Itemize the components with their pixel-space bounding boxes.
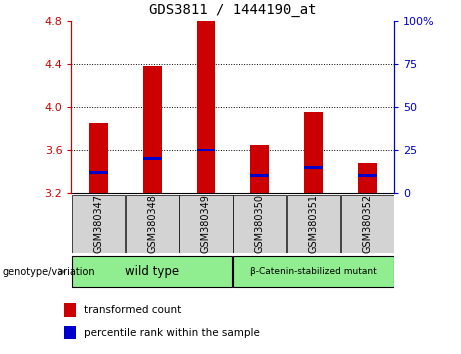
Bar	[179, 195, 232, 252]
Bar	[287, 195, 340, 252]
Bar	[125, 195, 179, 252]
Bar	[72, 256, 232, 287]
Bar	[304, 113, 323, 193]
Text: GSM380351: GSM380351	[308, 194, 319, 253]
Text: wild type: wild type	[125, 265, 179, 278]
Bar	[64, 303, 76, 317]
Text: β-Catenin-stabilized mutant: β-Catenin-stabilized mutant	[250, 267, 377, 276]
Bar	[89, 123, 108, 193]
Bar	[143, 157, 161, 160]
Title: GDS3811 / 1444190_at: GDS3811 / 1444190_at	[149, 4, 317, 17]
Bar	[233, 256, 394, 287]
Bar	[341, 195, 394, 252]
Text: genotype/variation: genotype/variation	[2, 267, 95, 277]
Bar	[89, 171, 108, 174]
Bar	[250, 145, 269, 193]
Text: GSM380347: GSM380347	[93, 194, 103, 253]
Bar	[64, 326, 76, 339]
Bar	[250, 175, 269, 177]
Text: GSM380352: GSM380352	[362, 194, 372, 253]
Bar	[304, 166, 323, 169]
Text: GSM380350: GSM380350	[254, 194, 265, 253]
Bar	[196, 21, 215, 193]
Bar	[72, 195, 125, 252]
Bar	[196, 149, 215, 152]
Text: GSM380349: GSM380349	[201, 194, 211, 253]
Text: transformed count: transformed count	[84, 305, 181, 315]
Text: percentile rank within the sample: percentile rank within the sample	[84, 327, 260, 338]
Bar	[233, 195, 286, 252]
Text: GSM380348: GSM380348	[147, 194, 157, 253]
Bar	[358, 163, 377, 193]
Bar	[143, 66, 161, 193]
Bar	[358, 175, 377, 177]
